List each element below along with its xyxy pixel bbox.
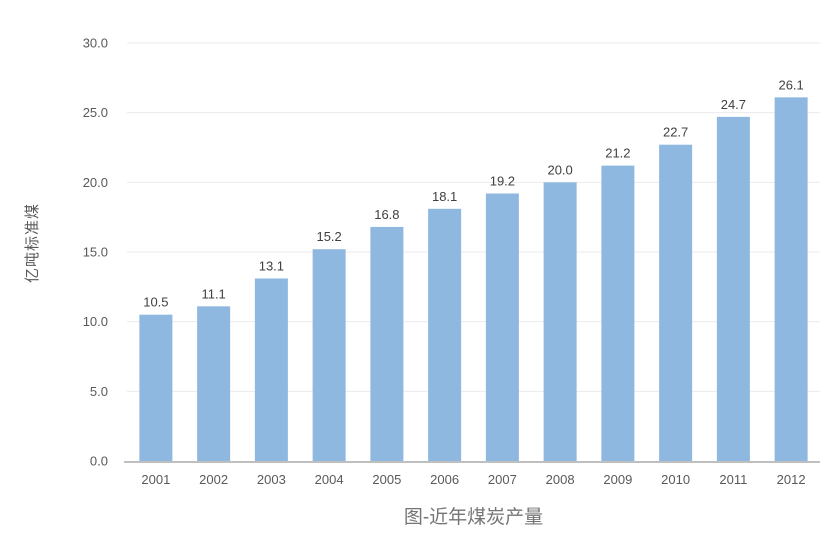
value-label: 19.2 — [490, 173, 515, 188]
value-label: 16.8 — [374, 207, 399, 222]
bar — [774, 97, 808, 461]
category-label: 2006 — [430, 472, 459, 487]
value-label: 13.1 — [259, 258, 284, 273]
category-label: 2009 — [603, 472, 632, 487]
category-label: 2010 — [661, 472, 690, 487]
bar — [601, 165, 635, 461]
value-label: 26.1 — [778, 77, 803, 92]
category-label: 2003 — [257, 472, 286, 487]
y-tick-label: 10.0 — [83, 314, 108, 329]
category-label: 2005 — [372, 472, 401, 487]
y-tick-label: 0.0 — [90, 454, 108, 469]
bar — [139, 314, 173, 461]
bar — [543, 182, 577, 462]
bar — [197, 306, 231, 461]
category-label: 2011 — [719, 472, 747, 487]
value-label: 18.1 — [432, 189, 457, 204]
chart-title: 图-近年煤炭产量 — [403, 507, 544, 528]
y-tick-label: 25.0 — [83, 105, 108, 120]
value-label: 22.7 — [663, 125, 688, 140]
category-label: 2007 — [488, 472, 517, 487]
value-label: 21.2 — [605, 146, 630, 161]
y-tick-label: 30.0 — [83, 36, 108, 51]
value-label: 11.1 — [201, 286, 225, 301]
bar — [312, 249, 346, 461]
bar — [485, 193, 519, 462]
y-tick-label: 15.0 — [83, 245, 108, 260]
value-label: 15.2 — [316, 229, 341, 244]
y-tick-label: 5.0 — [90, 384, 108, 399]
category-label: 2008 — [546, 472, 575, 487]
bar — [716, 116, 750, 461]
bar — [370, 226, 404, 461]
bar — [659, 144, 693, 462]
category-label: 2004 — [315, 472, 344, 487]
category-label: 2001 — [141, 472, 170, 487]
bar — [254, 278, 288, 461]
value-label: 24.7 — [721, 97, 746, 112]
bar — [428, 208, 462, 461]
category-label: 2012 — [777, 472, 806, 487]
category-label: 2002 — [199, 472, 228, 487]
value-label: 10.5 — [143, 295, 168, 310]
y-tick-label: 20.0 — [83, 175, 108, 190]
value-label: 20.0 — [547, 162, 572, 177]
